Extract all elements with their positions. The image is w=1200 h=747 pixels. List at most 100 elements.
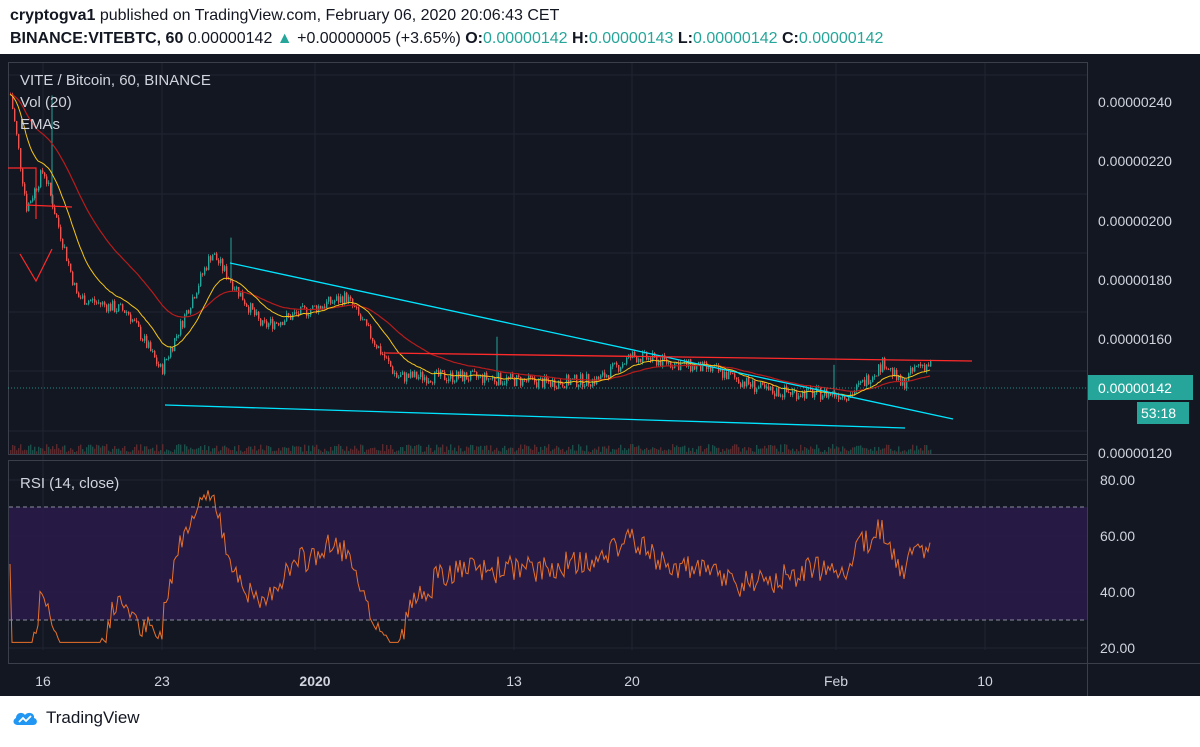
candle-body: [590, 384, 592, 387]
candle-body: [830, 392, 832, 396]
volume-bar: [602, 446, 604, 454]
price-tick: 0.00000240: [1098, 94, 1172, 110]
candle-body: [886, 368, 888, 370]
volume-bar: [656, 449, 658, 454]
tradingview-logo[interactable]: TradingView: [10, 708, 140, 728]
volume-bar: [356, 448, 358, 454]
volume-bar: [376, 449, 378, 454]
candle-body: [382, 354, 384, 356]
volume-bar: [82, 449, 84, 454]
support-trendline[interactable]: [164, 404, 906, 429]
author-name[interactable]: cryptogva1: [10, 7, 96, 24]
candle-body: [798, 395, 800, 400]
time-axis[interactable]: 16 16 23 2020 13 20 Feb 10: [35, 673, 993, 689]
candle-body: [52, 195, 54, 208]
candle-body: [248, 306, 250, 313]
volume-bar: [712, 445, 714, 454]
volume-bar: [424, 451, 426, 454]
tradingview-brand: TradingView: [46, 708, 140, 727]
candle-body: [114, 301, 116, 312]
candle-body: [96, 302, 98, 304]
red-pattern-line: [19, 248, 53, 283]
candle-body: [36, 188, 38, 191]
volume-bar: [236, 451, 238, 454]
candle-body: [200, 273, 202, 286]
descending-trendline[interactable]: [229, 262, 954, 420]
volume-bar: [44, 450, 46, 454]
candle-body: [174, 338, 176, 352]
volume-bar: [736, 444, 738, 454]
candle-body: [154, 351, 156, 358]
candle-body: [274, 322, 276, 329]
candle-body: [426, 377, 428, 384]
red-box-line: [8, 167, 37, 219]
volume-bar: [578, 444, 580, 454]
volume-bar: [546, 447, 548, 454]
volume-bar: [362, 445, 364, 454]
chart-svg[interactable]: VITE / Bitcoin, 60, BINANCE Vol (20) EMA…: [0, 54, 1200, 696]
candle-body: [710, 365, 712, 372]
volume-bar: [410, 445, 412, 454]
candle-body: [224, 266, 226, 271]
volume-bar: [550, 451, 552, 454]
candle-body: [368, 324, 370, 326]
chart-area[interactable]: VITE / Bitcoin, 60, BINANCE Vol (20) EMA…: [0, 54, 1200, 696]
volume-bar: [338, 444, 340, 454]
candle-body: [692, 364, 694, 371]
volume-bar: [874, 446, 876, 454]
candle-body: [658, 360, 660, 366]
volume-bar: [66, 451, 68, 454]
candle-body: [20, 148, 22, 169]
candle-body: [434, 371, 436, 384]
volume-bar: [172, 451, 174, 454]
candle-body: [568, 375, 570, 385]
volume-bar: [382, 444, 384, 454]
candle-body: [404, 372, 406, 382]
volume-bar: [142, 450, 144, 454]
volume-bar: [218, 451, 220, 454]
candle-body: [672, 367, 674, 369]
candle-body: [44, 172, 46, 177]
rsi-axis[interactable]: 80.00 60.00 40.00 20.00: [1100, 472, 1135, 656]
volume-bar: [388, 449, 390, 454]
price-axis[interactable]: 0.00000240 0.00000220 0.00000200 0.00000…: [1098, 94, 1172, 461]
candle-body: [900, 375, 902, 386]
volume-bar: [580, 446, 582, 454]
volume-bar: [808, 449, 810, 454]
volume-bar: [768, 445, 770, 454]
candle-body: [162, 364, 164, 374]
candle-body: [314, 305, 316, 307]
volume-bar: [508, 448, 510, 454]
candle-body: [214, 253, 216, 255]
volume-bar: [496, 447, 498, 454]
volume-bar: [298, 446, 300, 454]
volume-bar: [772, 445, 774, 454]
candle-body: [270, 319, 272, 324]
candle-body: [378, 346, 380, 349]
candle-body: [548, 380, 550, 382]
volume-bar: [786, 444, 788, 454]
volume-bar: [818, 448, 820, 454]
candle-body: [736, 377, 738, 380]
volume-bar: [220, 450, 222, 454]
volume-bar: [570, 449, 572, 454]
volume-bar: [562, 448, 564, 454]
volume-bar: [62, 446, 64, 454]
volume-bar: [704, 449, 706, 454]
candle-body: [894, 369, 896, 377]
candle-body: [350, 296, 352, 299]
volume-bar: [278, 448, 280, 454]
candle-body: [602, 372, 604, 376]
candle-body: [320, 305, 322, 309]
volume-bar: [620, 444, 622, 454]
candle-body: [746, 377, 748, 387]
red-level-line: [25, 204, 73, 208]
candle-body: [288, 313, 290, 316]
candle-body: [408, 373, 410, 378]
candle-body: [930, 361, 932, 367]
resistance-line[interactable]: [384, 352, 973, 362]
volume-bar: [630, 444, 632, 454]
volume-bar: [50, 449, 52, 454]
volume-bar: [256, 450, 258, 454]
volume-bar: [888, 444, 890, 454]
